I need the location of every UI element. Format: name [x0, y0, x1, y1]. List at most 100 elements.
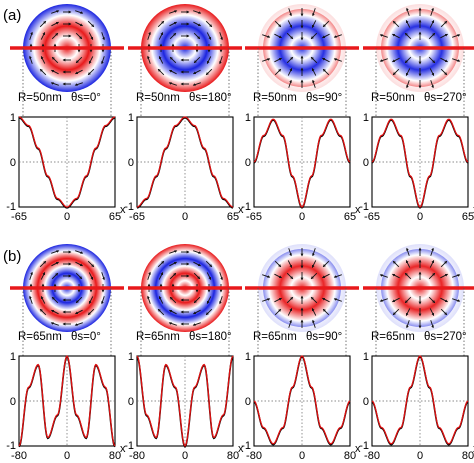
- y-tick-label: 1: [128, 351, 134, 363]
- spin-arrows: [147, 10, 223, 86]
- radius-label: R=65nm: [253, 331, 297, 343]
- x-tick-label: 65: [344, 211, 356, 223]
- radius-label: R=65nm: [18, 331, 62, 343]
- curve-fit: [253, 118, 351, 208]
- theta-label: θs=270°: [424, 92, 467, 104]
- curve-fit: [253, 355, 351, 445]
- x-tick-label: 0: [299, 211, 305, 223]
- x-tick-label: 80: [227, 450, 239, 462]
- x-tick-label: 0: [64, 211, 70, 223]
- y-axis-label: mz: [0, 387, 2, 403]
- x-tick-label: 0: [182, 211, 188, 223]
- y-tick-label: -1: [6, 201, 16, 213]
- spin-arrows: [29, 250, 105, 326]
- spin-arrows: [29, 10, 105, 86]
- spin-arrows: [379, 247, 461, 329]
- x-axis-label: x: [238, 443, 244, 455]
- curve-fit: [371, 118, 469, 208]
- skyrmion-map: [363, 239, 474, 337]
- x-tick-label: 80: [462, 450, 474, 462]
- x-tick-label: -65: [129, 211, 145, 223]
- y-tick-label: 1: [128, 112, 134, 124]
- radius-label: R=50nm: [371, 92, 415, 104]
- x-axis-label: x: [355, 204, 361, 216]
- x-tick-label: 0: [299, 450, 305, 462]
- skyrmion-map: [10, 244, 124, 332]
- y-tick-label: 1: [245, 351, 251, 363]
- theta-label: θs=90°: [306, 331, 342, 343]
- y-tick-label: 0: [363, 157, 369, 169]
- y-tick-label: 1: [363, 351, 369, 363]
- y-tick-label: 0: [10, 396, 16, 408]
- curve-fit: [371, 355, 469, 445]
- y-tick-label: -1: [124, 201, 134, 213]
- x-axis-label: x: [238, 204, 244, 216]
- x-tick-label: 0: [417, 450, 423, 462]
- theta-label: θs=270°: [424, 331, 467, 343]
- y-tick-label: 1: [10, 351, 16, 363]
- y-tick-label: -1: [241, 201, 251, 213]
- x-tick-label: -65: [246, 211, 262, 223]
- theta-label: θs=90°: [306, 92, 342, 104]
- x-tick-label: 65: [462, 211, 474, 223]
- panel-0-1: R=50nm θs=180° 1 0 -1-65 0 65x: [124, 4, 244, 223]
- row-label-a: (a): [3, 7, 21, 24]
- skyrmion-map: [363, 0, 474, 97]
- panel-1-2: R=65nm θs=90°10-1-80 0 80x: [241, 239, 361, 462]
- x-tick-label: 65: [227, 211, 239, 223]
- theta-label: θs=180°: [189, 331, 232, 343]
- y-tick-label: 1: [10, 112, 16, 124]
- x-tick-label: 0: [182, 450, 188, 462]
- y-tick-label: -1: [359, 201, 369, 213]
- radius-label: R=50nm: [253, 92, 297, 104]
- skyrmion-map: [10, 4, 124, 92]
- y-tick-label: -1: [124, 440, 134, 452]
- x-tick-label: 65: [109, 211, 121, 223]
- skyrmion-map: [128, 244, 242, 332]
- x-tick-label: 0: [417, 211, 423, 223]
- skyrmion-map: [245, 239, 359, 337]
- x-tick-label: -65: [11, 211, 27, 223]
- radius-label: R=65nm: [371, 331, 415, 343]
- curve-fit: [18, 354, 116, 447]
- y-tick-label: 0: [128, 157, 134, 169]
- spin-arrows: [262, 8, 342, 88]
- x-tick-label: 80: [344, 450, 356, 462]
- y-tick-label: -1: [6, 440, 16, 452]
- y-tick-label: -1: [359, 440, 369, 452]
- x-axis-label: x: [120, 443, 126, 455]
- y-tick-label: 1: [245, 112, 251, 124]
- radius-label: R=65nm: [136, 331, 180, 343]
- x-tick-label: -80: [11, 450, 27, 462]
- radius-label: R=50nm: [18, 92, 62, 104]
- x-tick-label: -80: [129, 450, 145, 462]
- row-label-b: (b): [3, 248, 21, 265]
- curve-fit: [136, 355, 234, 448]
- curve-fit: [136, 116, 234, 208]
- x-tick-label: -65: [364, 211, 380, 223]
- y-tick-label: -1: [241, 440, 251, 452]
- y-tick-label: 0: [245, 157, 251, 169]
- theta-label: θs=0°: [71, 92, 101, 104]
- theta-label: θs=180°: [189, 92, 232, 104]
- y-tick-label: 0: [245, 396, 251, 408]
- x-tick-label: 80: [109, 450, 121, 462]
- y-axis-label: mz: [0, 148, 2, 164]
- y-tick-label: 1: [363, 112, 369, 124]
- y-tick-label: 0: [128, 396, 134, 408]
- x-tick-label: -80: [364, 450, 380, 462]
- panel-0-0: R=50nm θs=0° 1 0 -1 mz -65 0 65x: [0, 4, 126, 223]
- y-tick-label: 0: [10, 157, 16, 169]
- panel-0-2: R=50nm θs=90°10-1-65 0 65x: [241, 0, 361, 223]
- theta-label: θs=0°: [71, 331, 101, 343]
- x-tick-label: -80: [246, 450, 262, 462]
- x-axis-label: x: [355, 443, 361, 455]
- skyrmion-map: [245, 0, 359, 97]
- x-axis-label: x: [120, 204, 126, 216]
- radius-label: R=50nm: [136, 92, 180, 104]
- panel-1-0: R=65nm θs=0° 1 0 -1 mz -80 0 80x: [0, 244, 126, 462]
